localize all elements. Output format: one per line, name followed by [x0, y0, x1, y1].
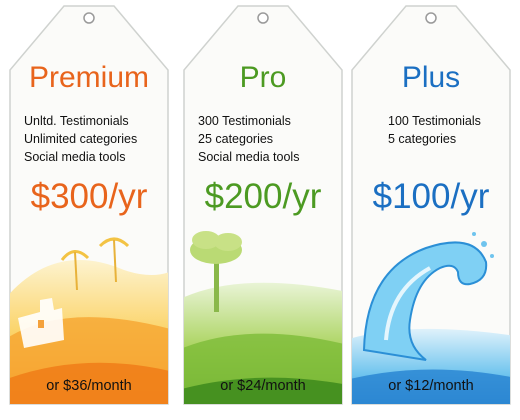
feature-item: 25 categories — [198, 132, 274, 146]
feature-item: Social media tools — [24, 150, 126, 164]
plan-tag-pro[interactable]: Pro 300 Testimonials 25 categories Socia… — [178, 0, 348, 420]
feature-list: 300 Testimonials 25 categories Social me… — [178, 112, 368, 166]
feature-item: 5 categories — [388, 132, 457, 146]
plan-monthly-price: or $36/month — [46, 378, 132, 394]
plan-price: $100/yr — [372, 177, 490, 216]
feature-item: 100 Testimonials — [388, 114, 481, 128]
feature-list: 100 Testimonials 5 categories — [346, 112, 520, 148]
feature-item: 300 Testimonials — [198, 114, 291, 128]
water-wave-icon — [362, 232, 494, 361]
plan-tag-plus[interactable]: Plus 100 Testimonials 5 categories $100/… — [346, 0, 516, 420]
tree-meadow-icon — [190, 231, 242, 312]
tag-shape — [351, 5, 511, 405]
feature-item: Unltd. Testimonials — [24, 114, 129, 128]
plan-monthly-price: or $24/month — [220, 378, 306, 394]
plan-name: Premium — [28, 61, 149, 94]
feature-item: Social media tools — [198, 150, 300, 164]
plan-name: Pro — [239, 61, 287, 94]
tag-shape — [183, 5, 343, 405]
sandcastle-beach-icon — [18, 237, 130, 348]
plan-price: $300/yr — [30, 177, 148, 216]
plan-tag-premium[interactable]: Premium Unltd. Testimonials Unlimited ca… — [4, 0, 174, 420]
plan-monthly-price: or $12/month — [388, 378, 474, 394]
feature-list: Unltd. Testimonials Unlimited categories… — [4, 112, 194, 166]
plan-price: $200/yr — [204, 177, 322, 216]
plan-name: Plus — [401, 61, 461, 94]
feature-item: Unlimited categories — [24, 132, 138, 146]
tag-shape — [9, 5, 169, 405]
